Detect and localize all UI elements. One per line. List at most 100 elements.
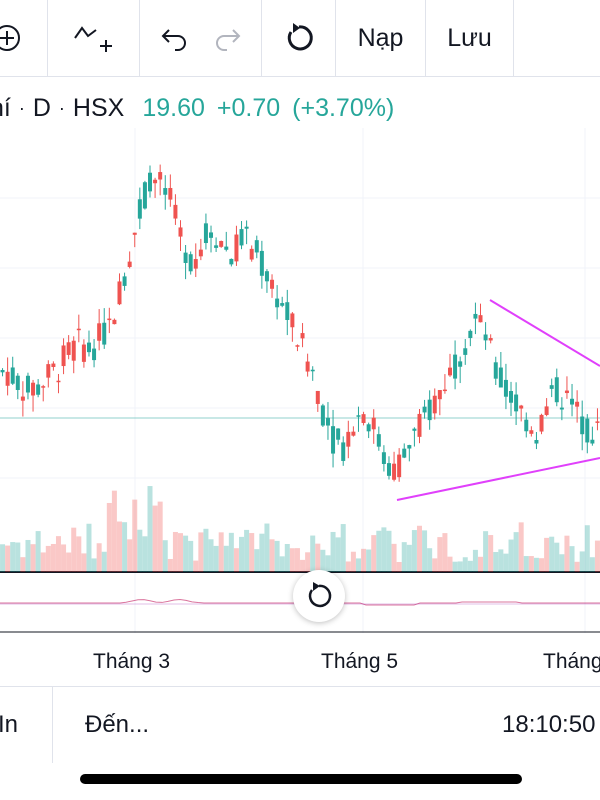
candle-body xyxy=(244,226,249,229)
symbol-legend[interactable]: hí · D · HSX 19.60 +0.70 (+3.70%) xyxy=(0,90,394,126)
goto-date-button[interactable]: Đến... xyxy=(85,711,150,738)
volume-bar xyxy=(574,561,580,572)
candle-body xyxy=(5,371,10,386)
candle-body xyxy=(20,396,25,401)
volume-bar xyxy=(249,533,255,572)
volume-bar xyxy=(584,525,590,572)
reset-chart-button[interactable] xyxy=(293,570,345,622)
add-indicator-button[interactable] xyxy=(0,0,48,76)
volume-bar xyxy=(345,561,351,572)
candle-body xyxy=(178,227,183,237)
interval-label: D xyxy=(32,93,51,122)
bottom-left-text[interactable]: In xyxy=(0,687,53,763)
volume-bar xyxy=(559,554,565,572)
price-chart[interactable] xyxy=(0,128,600,638)
candle-body xyxy=(544,406,549,415)
candle-body xyxy=(493,362,498,379)
volume-bar xyxy=(152,505,158,572)
volume-bar xyxy=(391,543,397,572)
volume-bar xyxy=(259,533,265,572)
candle-body xyxy=(264,271,269,282)
candle-body xyxy=(463,348,468,355)
reload-button[interactable] xyxy=(262,0,336,76)
candle-body xyxy=(234,234,239,262)
undo-icon[interactable] xyxy=(160,25,188,51)
candle-body xyxy=(275,298,280,308)
x-axis-label: Tháng xyxy=(543,650,600,673)
volume-bar xyxy=(244,529,250,572)
volume-bar xyxy=(15,542,21,572)
volume-bar xyxy=(203,528,209,572)
compare-add-icon xyxy=(73,26,112,52)
plus-circle-icon xyxy=(0,25,20,51)
candle-body xyxy=(392,463,397,480)
candle-body xyxy=(36,384,41,395)
volume-bar xyxy=(396,561,402,572)
candle-body xyxy=(386,463,391,476)
volume-bar xyxy=(30,544,36,572)
candle-body xyxy=(402,448,407,458)
candle-body xyxy=(570,398,575,405)
candle-body xyxy=(107,318,112,321)
volume-bar xyxy=(101,551,107,572)
volume-bar xyxy=(76,536,82,572)
volume-bar xyxy=(198,532,204,572)
candle-body xyxy=(15,375,20,390)
candle-body xyxy=(254,240,259,253)
redo-icon[interactable] xyxy=(214,25,242,51)
candle-body xyxy=(397,454,402,478)
candle-body xyxy=(478,315,483,323)
lower-trendline xyxy=(396,457,600,501)
candle-body xyxy=(412,428,417,431)
candle-body xyxy=(25,375,30,393)
volume-bar xyxy=(50,543,56,572)
candle-body xyxy=(325,417,330,426)
candle-body xyxy=(132,232,137,235)
candle-body xyxy=(376,434,381,447)
candle-body xyxy=(320,405,325,426)
candle-body xyxy=(468,330,473,339)
volume-bar xyxy=(178,533,184,572)
candle-body xyxy=(534,439,539,444)
volume-bar xyxy=(137,529,143,572)
volume-bar xyxy=(239,536,245,572)
volume-bar xyxy=(422,530,428,572)
volume-bar xyxy=(533,557,539,572)
save-button[interactable]: Lưu xyxy=(426,0,514,76)
triangle-trendlines[interactable] xyxy=(396,299,600,501)
candle-body xyxy=(183,252,188,263)
candle-body xyxy=(51,363,56,368)
candle-body xyxy=(514,394,519,412)
load-button[interactable]: Nạp xyxy=(336,0,426,76)
compare-button[interactable] xyxy=(48,0,140,76)
undo-redo-group xyxy=(140,0,262,76)
candle-body xyxy=(188,254,193,272)
volume-bar xyxy=(300,559,306,572)
volume-bar xyxy=(437,537,443,572)
volume-bar xyxy=(162,540,168,572)
volume-bars xyxy=(0,486,600,572)
x-axis-label: Tháng 5 xyxy=(321,650,399,673)
candle-body xyxy=(580,416,585,435)
volume-bar xyxy=(544,537,550,572)
volume-bar xyxy=(40,552,46,572)
candle-body xyxy=(575,401,580,407)
volume-bar xyxy=(213,545,219,572)
volume-bar xyxy=(71,527,77,572)
legend-separator: · xyxy=(18,97,25,118)
volume-bar xyxy=(218,532,224,572)
volume-bar xyxy=(472,549,478,572)
home-indicator xyxy=(80,774,522,784)
candle-body xyxy=(71,340,76,361)
candle-body xyxy=(173,204,178,219)
candle-body xyxy=(10,367,15,384)
volume-bar xyxy=(91,558,97,572)
x-axis-label: Tháng 3 xyxy=(93,650,171,673)
volume-bar xyxy=(147,486,153,572)
candle-body xyxy=(371,417,376,430)
candle-body xyxy=(97,323,102,341)
volume-bar xyxy=(539,558,545,572)
candle-body xyxy=(148,172,152,192)
volume-bar xyxy=(193,560,199,572)
exchange-label: HSX xyxy=(72,93,125,122)
